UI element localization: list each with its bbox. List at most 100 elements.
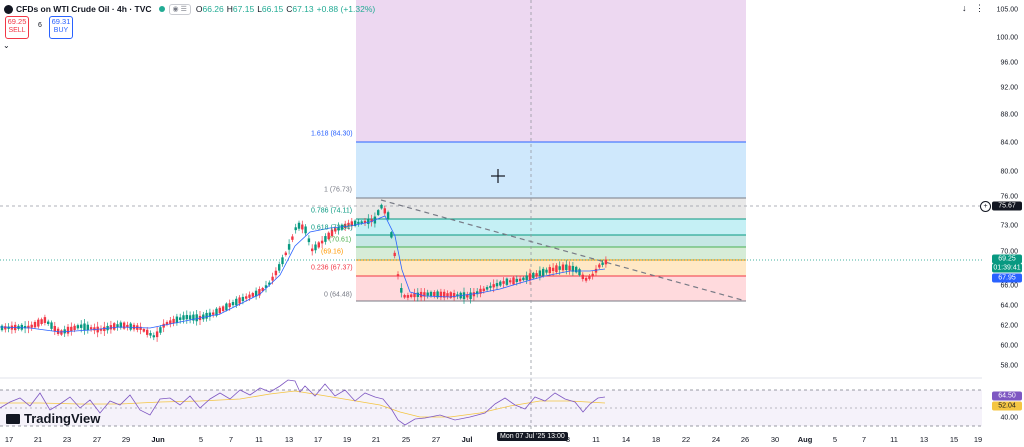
buy-price: 69.31 xyxy=(51,17,71,26)
candle-body xyxy=(212,312,215,315)
time-tick: 17 xyxy=(313,435,323,444)
candle-body xyxy=(188,315,192,320)
candle-body xyxy=(301,224,304,230)
collapse-chevron-icon[interactable]: ⌄ xyxy=(3,41,10,50)
price-tick: 73.00 xyxy=(1000,222,1018,230)
tradingview-logo-icon xyxy=(6,413,20,424)
sell-label: SELL xyxy=(8,27,26,34)
candle-body xyxy=(416,292,419,297)
fib-label-0618: 0.618 (72.04) xyxy=(311,224,353,232)
candle-body xyxy=(113,323,116,330)
candle-body xyxy=(324,236,327,242)
price-tick: 100.00 xyxy=(996,34,1018,42)
candle-body xyxy=(142,328,146,332)
candle-body xyxy=(314,244,317,251)
chart-header: CFDs on WTI Crude Oil · 4h · TVC ◉ ☰ O 66… xyxy=(0,0,378,18)
time-tick: 21 xyxy=(371,435,381,444)
add-alert-icon[interactable]: + xyxy=(980,201,991,212)
candle-body xyxy=(575,266,578,273)
candle-body xyxy=(604,259,608,265)
candle-body xyxy=(436,291,439,298)
moving-average-line xyxy=(0,215,606,333)
candle-body xyxy=(4,326,7,330)
time-tick: 18 xyxy=(651,435,661,444)
symbol-title[interactable]: CFDs on WTI Crude Oil · 4h · TVC xyxy=(16,4,152,14)
candle-body xyxy=(116,324,119,328)
download-icon[interactable]: ↓ xyxy=(962,3,967,13)
candle-body xyxy=(350,221,353,227)
visibility-toggle-icon[interactable]: ◉ ☰ xyxy=(168,3,191,15)
rsi-value-label: 64.50 xyxy=(992,391,1022,401)
time-axis[interactable]: 17 21 23 27 29 Jun 5 7 11 13 17 19 21 25… xyxy=(0,432,982,447)
time-tick: 19 xyxy=(342,435,352,444)
time-tick: 5 xyxy=(198,435,204,444)
candle-body xyxy=(482,288,485,292)
candle-body xyxy=(287,244,291,250)
candle-body xyxy=(522,277,525,281)
candle-body xyxy=(390,232,393,238)
candle-body xyxy=(449,292,452,298)
time-tick: 21 xyxy=(33,435,43,444)
buy-button[interactable]: 69.31 BUY xyxy=(49,16,73,39)
candle-body xyxy=(426,292,429,296)
fib-label-1618: 1.618 (84.30) xyxy=(311,130,353,138)
candle-body xyxy=(489,285,492,288)
fib-zone-05 xyxy=(356,247,746,260)
candle-body xyxy=(195,314,198,322)
candle-body xyxy=(162,323,165,328)
candle-body xyxy=(172,318,175,324)
crosshair-time-label: Mon 07 Jul '25 13:00 xyxy=(497,432,568,441)
high-value: 67.15 xyxy=(232,4,255,14)
candle-body xyxy=(40,319,43,324)
candle-body xyxy=(512,277,515,285)
time-tick: 24 xyxy=(711,435,721,444)
candle-body xyxy=(0,325,4,331)
candle-body xyxy=(413,293,416,298)
candle-body xyxy=(284,252,287,256)
price-tick: 84.00 xyxy=(1000,139,1018,147)
fib-zone-extension xyxy=(356,142,746,198)
candle-body xyxy=(248,294,251,298)
candle-body xyxy=(297,222,301,229)
candle-body xyxy=(53,325,56,332)
candle-body xyxy=(535,273,538,276)
sell-button[interactable]: 69.25 SELL xyxy=(5,16,29,39)
candle-body xyxy=(271,276,274,281)
candle-body xyxy=(344,223,347,229)
candle-body xyxy=(558,266,561,270)
sell-price: 69.25 xyxy=(7,17,27,26)
candle-body xyxy=(591,273,594,277)
candle-body xyxy=(380,204,383,209)
prev-close-label: 67.95 xyxy=(992,273,1022,283)
candle-body xyxy=(251,293,254,297)
candle-body xyxy=(139,326,142,330)
time-tick: 26 xyxy=(740,435,750,444)
time-tick: 5 xyxy=(832,435,838,444)
candle-body xyxy=(86,324,89,331)
fibonacci-retracement[interactable] xyxy=(356,0,746,302)
candle-body xyxy=(581,274,584,280)
candle-body xyxy=(245,296,248,299)
fib-label-0236: 0.236 (67.37) xyxy=(311,264,353,272)
bar-countdown: 01:39:41 xyxy=(992,263,1022,273)
candle-body xyxy=(225,303,228,311)
price-axis[interactable]: 105.00 100.00 96.00 92.00 88.00 84.00 80… xyxy=(982,0,1024,447)
candle-body xyxy=(386,212,390,219)
spread-value: 6 xyxy=(38,22,42,29)
time-tick: 3 xyxy=(565,435,571,444)
rsi-ma-value-label: 52.04 xyxy=(992,401,1022,411)
candle-body xyxy=(370,219,373,223)
tradingview-logo[interactable]: TradingView xyxy=(6,411,100,426)
candle-body xyxy=(406,295,410,298)
more-icon[interactable]: ⋮ xyxy=(975,3,984,13)
candle-body xyxy=(149,333,152,336)
market-status-icon xyxy=(158,6,165,12)
time-tick: Jun xyxy=(151,435,165,444)
candle-body xyxy=(538,270,542,277)
candle-body xyxy=(202,314,205,320)
candle-body xyxy=(377,210,380,215)
price-tick: 62.00 xyxy=(1000,322,1018,330)
candle-body xyxy=(264,285,268,288)
time-tick: 15 xyxy=(949,435,959,444)
